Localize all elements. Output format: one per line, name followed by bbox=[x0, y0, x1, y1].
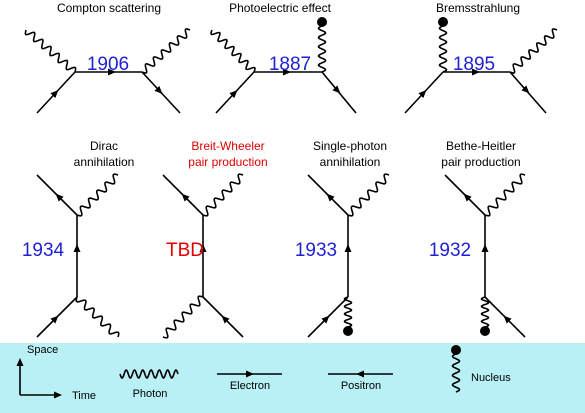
arrow bbox=[50, 90, 59, 99]
photoelectric-title: Photoelectric effect bbox=[229, 1, 332, 15]
single-photon-title-line2: annihilation bbox=[320, 155, 381, 169]
dirac-annihilation-diagram: Dirac annihilation 1934 bbox=[22, 139, 135, 338]
arrow bbox=[50, 315, 59, 324]
upper-photon bbox=[347, 173, 390, 217]
bremsstrahlung-title: Bremsstrahlung bbox=[436, 1, 520, 15]
arrow bbox=[181, 193, 190, 202]
dirac-year: 1934 bbox=[22, 240, 65, 261]
arrow bbox=[326, 193, 335, 202]
breit-wheeler-diagram: Breit-Wheeler pair production TBD bbox=[162, 139, 268, 339]
breit-wheeler-title-line2: pair production bbox=[188, 155, 267, 169]
bremsstrahlung-diagram: Bremsstrahlung 1895 bbox=[404, 1, 558, 114]
arrow bbox=[321, 315, 330, 324]
photon-legend-label: Photon bbox=[133, 388, 168, 400]
arrow bbox=[521, 85, 530, 94]
compton-diagram: Compton scattering 1906 bbox=[24, 1, 191, 114]
bremsstrahlung-year: 1895 bbox=[453, 54, 495, 75]
dirac-title-line2: annihilation bbox=[74, 155, 135, 169]
legend-background bbox=[0, 343, 585, 413]
dirac-title-line1: Dirac bbox=[90, 139, 118, 153]
nucleus-legend-label: Nucleus bbox=[471, 372, 511, 384]
single-photon-title-line1: Single-photon bbox=[313, 139, 387, 153]
bethe-heitler-diagram: Bethe-Heitler pair production 1932 bbox=[429, 139, 526, 338]
arrow bbox=[332, 85, 341, 94]
space-axis-label: Space bbox=[27, 344, 58, 356]
arrow bbox=[503, 315, 512, 324]
incoming-photon bbox=[24, 29, 77, 73]
incoming-photon bbox=[210, 29, 256, 73]
nucleus-photon bbox=[438, 25, 448, 73]
bethe-heitler-year: 1932 bbox=[429, 240, 471, 261]
time-axis-label: Time bbox=[72, 390, 96, 402]
bethe-heitler-title-line2: pair production bbox=[441, 155, 520, 169]
legend-panel: Space Time Photon Electron Positron Nucl… bbox=[0, 343, 585, 413]
nucleus-dot bbox=[438, 17, 448, 27]
nucleus-photon bbox=[317, 25, 327, 73]
arrow bbox=[229, 90, 238, 99]
nucleus-dot bbox=[343, 326, 353, 336]
compton-title: Compton scattering bbox=[57, 1, 161, 15]
arrow bbox=[221, 315, 230, 324]
lower-photon bbox=[75, 296, 120, 338]
arrow bbox=[418, 90, 427, 99]
arrow bbox=[463, 193, 472, 202]
single-photon-year: 1933 bbox=[295, 240, 337, 261]
outgoing-electron bbox=[321, 71, 357, 114]
positron-legend-label: Positron bbox=[341, 380, 381, 392]
bethe-heitler-title-line1: Bethe-Heitler bbox=[446, 139, 516, 153]
breit-wheeler-year: TBD bbox=[166, 240, 204, 261]
upper-photon bbox=[76, 173, 119, 217]
outgoing-photon bbox=[141, 28, 191, 74]
upper-photon bbox=[202, 173, 244, 217]
photoelectric-year: 1887 bbox=[269, 54, 311, 75]
photon-legend-wave bbox=[119, 368, 179, 380]
arrow bbox=[154, 85, 163, 94]
upper-photon bbox=[484, 173, 526, 217]
nucleus-photon bbox=[343, 296, 353, 328]
outgoing-electron bbox=[509, 71, 547, 114]
nucleus-photon bbox=[480, 296, 490, 328]
nucleus-legend-dot bbox=[451, 345, 461, 355]
lower-left-photon bbox=[162, 295, 204, 339]
nucleus-legend-wave bbox=[451, 353, 461, 393]
arrow bbox=[55, 193, 64, 202]
single-photon-annihilation-diagram: Single-photon annihilation 1933 bbox=[295, 139, 390, 338]
breit-wheeler-title-line1: Breit-Wheeler bbox=[191, 139, 264, 153]
nucleus-dot bbox=[317, 17, 327, 27]
electron-legend-label: Electron bbox=[230, 380, 270, 392]
outgoing-photon bbox=[509, 28, 558, 74]
photoelectric-diagram: Photoelectric effect 1887 bbox=[210, 1, 357, 114]
compton-year: 1906 bbox=[87, 54, 129, 75]
nucleus-dot bbox=[480, 326, 490, 336]
